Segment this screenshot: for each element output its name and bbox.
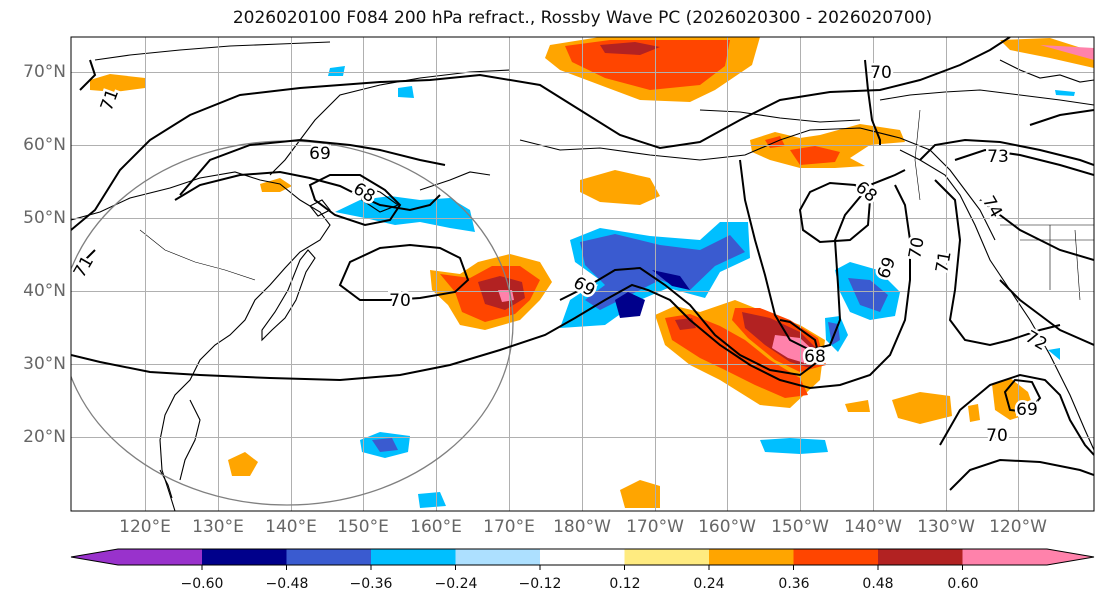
longitude-label: 130°W bbox=[917, 517, 975, 537]
contour-label: 69 bbox=[1016, 400, 1038, 420]
longitude-label: 170°W bbox=[626, 517, 684, 537]
longitude-label: 120°W bbox=[989, 517, 1047, 537]
colorbar-tick-label: −0.24 bbox=[434, 576, 478, 592]
longitude-label: 140°W bbox=[844, 517, 902, 537]
colorbar-segment bbox=[202, 549, 287, 565]
longitude-label: 130°E bbox=[192, 517, 244, 537]
latitude-label: 50°N bbox=[23, 208, 66, 228]
longitude-label: 160°E bbox=[410, 517, 462, 537]
colorbar-segment bbox=[118, 549, 203, 565]
negative-anomaly-shading bbox=[328, 66, 1075, 508]
longitude-label: 120°E bbox=[119, 517, 171, 537]
colorbar-segment bbox=[962, 549, 1047, 565]
latitude-label: 70°N bbox=[23, 62, 66, 82]
map-title: 2026020100 F084 200 hPa refract., Rossby… bbox=[232, 8, 933, 28]
colorbar-segment bbox=[624, 549, 710, 565]
colorbar-tick-label: −0.60 bbox=[180, 576, 224, 592]
longitude-label: 180°W bbox=[553, 517, 611, 537]
colorbar-outline bbox=[70, 548, 1095, 566]
longitude-label: 150°W bbox=[771, 517, 829, 537]
longitude-label: 160°W bbox=[698, 517, 756, 537]
colorbar-tick-label: 0.36 bbox=[778, 576, 810, 592]
colorbar bbox=[70, 548, 1095, 570]
latitude-label: 40°N bbox=[23, 281, 66, 301]
colorbar-tick-label: 0.12 bbox=[609, 576, 641, 592]
refraction-contours bbox=[71, 37, 1094, 491]
gridlines bbox=[71, 37, 1094, 511]
colorbar-segment bbox=[540, 549, 625, 565]
colorbar-tick-label: 0.48 bbox=[862, 576, 894, 592]
latitude-label: 60°N bbox=[23, 135, 66, 155]
colorbar-tick-label: 0.24 bbox=[693, 576, 725, 592]
map-frame bbox=[70, 36, 1095, 512]
latitude-label: 20°N bbox=[23, 427, 66, 447]
colorbar-segment bbox=[455, 549, 541, 565]
colorbar-segment bbox=[1047, 549, 1094, 565]
contour-label: 70 bbox=[389, 291, 411, 311]
contour-label: 73 bbox=[987, 147, 1009, 167]
contour-label: 70 bbox=[905, 236, 928, 261]
colorbar-segment bbox=[71, 549, 118, 565]
colorbar-segment bbox=[286, 549, 372, 565]
colorbar-tick-label: 0.60 bbox=[947, 576, 979, 592]
borders bbox=[139, 109, 1094, 301]
colorbar-segment bbox=[371, 549, 456, 565]
colorbar-segment bbox=[709, 549, 794, 565]
contour-label: 69 bbox=[309, 144, 331, 164]
latitude-label: 30°N bbox=[23, 354, 66, 374]
coastlines bbox=[71, 41, 1094, 511]
colorbar-tick-label: −0.48 bbox=[265, 576, 309, 592]
colorbar-tick-label: −0.36 bbox=[349, 576, 393, 592]
colorbar-segment bbox=[793, 549, 879, 565]
colorbar-tick-label: −0.12 bbox=[518, 576, 562, 592]
longitude-label: 140°E bbox=[265, 517, 317, 537]
colorbar-segment bbox=[878, 549, 963, 565]
contour-label: 71 bbox=[932, 250, 955, 275]
contour-label: 70 bbox=[986, 426, 1008, 446]
longitude-label: 150°E bbox=[337, 517, 389, 537]
contour-label: 70 bbox=[870, 63, 892, 83]
contour-label: 68 bbox=[804, 347, 826, 367]
longitude-label: 170°E bbox=[483, 517, 535, 537]
